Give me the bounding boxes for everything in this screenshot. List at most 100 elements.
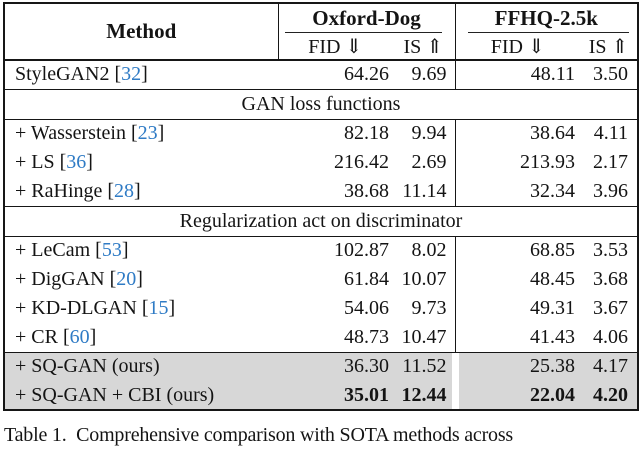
section-label: GAN loss functions xyxy=(4,88,638,120)
section-label: Regularization act on discriminator xyxy=(4,205,638,237)
method-name: + SQ-GAN (ours) xyxy=(15,355,160,378)
value-cell: 3.96 xyxy=(593,179,628,202)
table-caption: Table 1. Comprehensive comparison with S… xyxy=(4,424,514,446)
table-row: StyleGAN2 [32] 64.26 9.69 48.11 3.50 xyxy=(4,60,638,89)
value-cell: 4.11 xyxy=(593,122,628,145)
table-row: + RaHinge [28] 38.68 11.14 32.34 3.96 xyxy=(4,177,638,206)
method-cell: + LS [36] xyxy=(15,151,93,173)
value-cell: 11.14 xyxy=(392,177,456,206)
citation-link[interactable]: 53 xyxy=(101,239,122,262)
method-name: + RaHinge xyxy=(15,179,103,202)
value-cell: 3.50 xyxy=(593,63,628,86)
table-row: + Wasserstein [23] 82.18 9.94 38.64 4.11 xyxy=(4,119,638,148)
citation-link[interactable]: 20 xyxy=(116,268,137,290)
dataset-header-ffhq: FFHQ-2.5k xyxy=(455,3,638,33)
value-cell: 11.52 xyxy=(392,351,456,381)
method-name: + DigGAN xyxy=(15,268,105,290)
value-cell: 3.68 xyxy=(593,268,628,290)
section-header-row: Regularization act on discriminator xyxy=(4,205,638,237)
value-cell: 4.17 xyxy=(580,351,638,381)
value-cell: 4.06 xyxy=(593,325,628,348)
value-cell: 68.85 xyxy=(530,239,575,262)
value-cell: 38.64 xyxy=(530,122,575,145)
value-cell: 22.04 xyxy=(455,381,580,410)
metric-header-row: FID ⇓ IS ⇑ FID ⇓ IS ⇑ xyxy=(4,33,638,60)
method-name: + LeCam xyxy=(15,239,91,262)
value-cell: 36.30 xyxy=(278,351,392,381)
method-name: + Wasserstein xyxy=(15,122,126,145)
citation-link[interactable]: 23 xyxy=(137,122,158,145)
dataset-label: Oxford-Dog xyxy=(312,6,421,30)
value-cell: 38.68 xyxy=(344,179,389,202)
method-name: StyleGAN2 xyxy=(15,63,110,86)
table-row: + DigGAN [20] 61.84 10.07 48.45 3.68 xyxy=(4,265,638,294)
table-row: + KD-DLGAN [15] 54.06 9.73 49.31 3.67 xyxy=(4,294,638,323)
table-header: Method Oxford-Dog FFHQ-2.5k FID ⇓ IS ⇑ F… xyxy=(4,3,638,60)
metric-header-fid-ffhq: FID ⇓ xyxy=(490,35,545,58)
group-underline xyxy=(467,32,629,33)
results-table: Method Oxford-Dog FFHQ-2.5k FID ⇓ IS ⇑ F… xyxy=(3,2,639,411)
group-header-row: Method Oxford-Dog FFHQ-2.5k xyxy=(4,3,638,60)
method-name: + KD-DLGAN xyxy=(15,297,137,319)
value-cell: 9.94 xyxy=(392,119,456,148)
value-cell: 49.31 xyxy=(530,297,575,319)
value-cell: 48.45 xyxy=(530,268,575,290)
value-cell: 3.67 xyxy=(593,297,628,319)
value-cell: 25.38 xyxy=(455,351,580,381)
method-cell: + CR [60] xyxy=(15,325,97,348)
method-cell: StyleGAN2 [32] xyxy=(15,63,148,86)
method-name: + LS xyxy=(15,151,55,173)
value-cell: 35.01 xyxy=(278,381,392,410)
method-cell: + DigGAN [20] xyxy=(15,268,143,290)
value-cell: 32.34 xyxy=(530,179,575,202)
value-cell: 9.73 xyxy=(392,294,456,323)
method-cell: + RaHinge [28] xyxy=(15,179,141,202)
table-row: + LeCam [53] 102.87 8.02 68.85 3.53 xyxy=(4,236,638,265)
dataset-header-oxford-dog: Oxford-Dog xyxy=(278,3,456,33)
method-cell: + SQ-GAN (ours) xyxy=(4,351,278,381)
value-cell: 54.06 xyxy=(344,297,389,319)
value-cell: 102.87 xyxy=(334,239,389,262)
value-cell: 48.73 xyxy=(344,325,389,348)
method-name: + CR xyxy=(15,325,58,348)
method-cell: + SQ-GAN + CBI (ours) xyxy=(4,381,278,410)
value-cell: 9.69 xyxy=(392,60,456,89)
table-row: + CR [60] 48.73 10.47 41.43 4.06 xyxy=(4,323,638,352)
value-cell: 82.18 xyxy=(344,122,389,145)
method-cell: + LeCam [53] xyxy=(15,239,129,262)
citation-link[interactable]: 36 xyxy=(66,151,87,173)
method-column-header: Method xyxy=(4,3,279,60)
table-row: + SQ-GAN + CBI (ours) 35.01 12.44 22.04 4.20 xyxy=(4,381,638,410)
citation-link[interactable]: 28 xyxy=(114,179,135,202)
value-cell: 2.69 xyxy=(392,148,456,177)
metric-header-is-oxford: IS ⇑ xyxy=(392,33,456,60)
value-cell: 216.42 xyxy=(334,151,389,173)
group-underline xyxy=(284,32,442,33)
dataset-label: FFHQ-2.5k xyxy=(494,6,598,30)
citation-link[interactable]: 60 xyxy=(69,325,90,348)
metric-header-fid-oxford: FID ⇓ xyxy=(308,35,363,58)
value-cell: 12.44 xyxy=(392,381,456,410)
table-body: StyleGAN2 [32] 64.26 9.69 48.11 3.50 GAN loss… xyxy=(4,60,638,410)
value-cell: 10.07 xyxy=(392,265,456,294)
value-cell: 4.20 xyxy=(580,381,638,410)
value-cell: 8.02 xyxy=(392,236,456,265)
section-header-row: GAN loss functions xyxy=(4,88,638,120)
value-cell: 3.53 xyxy=(593,239,628,262)
citation-link[interactable]: 15 xyxy=(148,297,169,319)
value-cell: 10.47 xyxy=(392,323,456,352)
method-cell: + KD-DLGAN [15] xyxy=(15,297,176,319)
table-row: + LS [36] 216.42 2.69 213.93 2.17 xyxy=(4,148,638,177)
value-cell: 2.17 xyxy=(593,151,628,173)
method-cell: + Wasserstein [23] xyxy=(15,122,165,145)
value-cell: 61.84 xyxy=(344,268,389,290)
value-cell: 41.43 xyxy=(530,325,575,348)
metric-header-is-ffhq: IS ⇑ xyxy=(588,35,629,58)
value-cell: 213.93 xyxy=(520,151,575,173)
value-cell: 64.26 xyxy=(344,63,389,86)
table-row: + SQ-GAN (ours) 36.30 11.52 25.38 4.17 xyxy=(4,351,638,381)
method-name: + SQ-GAN + CBI (ours) xyxy=(15,383,215,406)
citation-link[interactable]: 32 xyxy=(121,63,142,86)
value-cell: 48.11 xyxy=(530,63,575,86)
